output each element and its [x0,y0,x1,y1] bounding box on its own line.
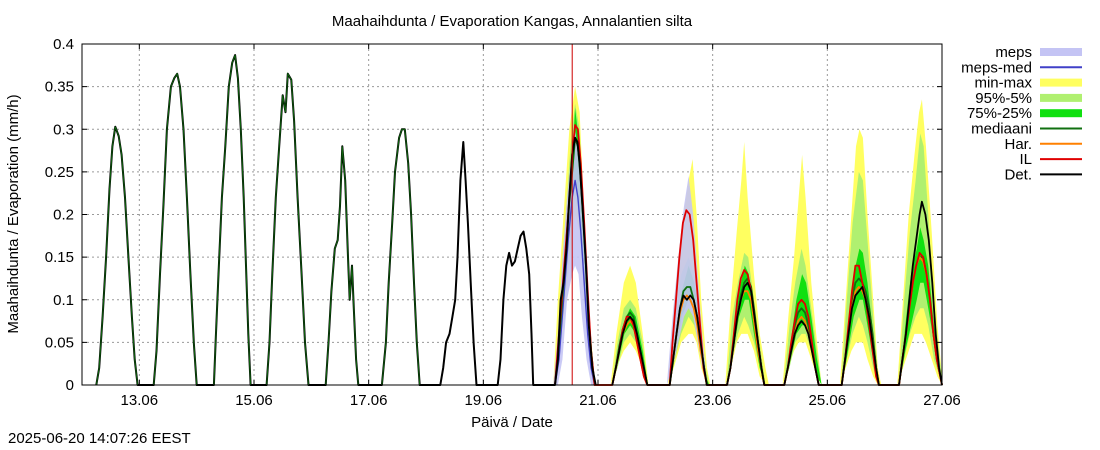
legend-label-7: IL [1019,151,1032,168]
series-har [611,256,943,386]
timestamp: 2025-06-20 14:07:26 EEST [8,430,191,447]
y-tick-label-7: 0.35 [45,79,74,96]
series-observed-median-overlay [95,54,421,386]
y-tick-label-6: 0.3 [53,121,74,138]
series-det-observed [95,54,597,386]
legend-swatch-0 [1040,48,1082,56]
x-tick-label-7: 27.06 [923,392,961,409]
series-meps-med [554,179,596,386]
legend-label-1: meps-med [961,59,1032,76]
band-75-25--4 [784,274,822,385]
y-tick-label-1: 0.05 [45,334,74,351]
x-tick-label-3: 19.06 [465,392,503,409]
band-meps-0 [553,129,596,385]
y-tick-label-2: 0.1 [53,292,74,309]
x-axis-label: Päivä / Date [471,414,553,431]
series-det-forecast [611,200,943,386]
x-tick-label-1: 15.06 [235,392,273,409]
y-tick-label-4: 0.2 [53,207,74,224]
x-tick-label-2: 17.06 [350,392,388,409]
band-95-5--3 [726,252,766,385]
x-tick-label-4: 21.06 [579,392,617,409]
legend-label-0: meps [995,44,1032,61]
x-tick-label-5: 23.06 [694,392,732,409]
legend-swatch-3 [1040,93,1082,102]
y-tick-label-5: 0.25 [45,164,74,181]
legend-label-5: mediaani [971,121,1032,138]
legend-label-3: 95%-5% [975,90,1032,107]
y-axis-ticks: 0 0.05 0.1 0.15 0.2 0.25 0.3 0.35 0.4 [45,36,942,394]
legend-label-8: Det. [1004,166,1032,183]
y-tick-label-3: 0.15 [45,249,74,266]
chart-title: Maahaihdunta / Evaporation Kangas, Annal… [332,13,693,30]
y-tick-label-0: 0 [66,377,74,394]
legend-swatch-2 [1040,78,1082,87]
x-tick-label-0: 13.06 [121,392,159,409]
legend: mepsmeps-medmin-max95%-5%75%-25%mediaani… [961,44,1082,183]
y-tick-label-8: 0.4 [53,36,74,53]
legend-label-2: min-max [974,75,1032,92]
x-tick-label-6: 25.06 [809,392,847,409]
legend-label-4: 75%-25% [967,105,1032,122]
legend-label-6: Har. [1004,136,1032,153]
legend-swatch-4 [1040,109,1082,118]
x-axis-ticks: 13.06 15.06 17.06 19.06 21.06 23.06 25.06 27.06 [121,44,961,409]
y-axis-label: Maahaihdunta / Evaporation (mm/h) [5,94,22,333]
band-layer [553,86,942,386]
